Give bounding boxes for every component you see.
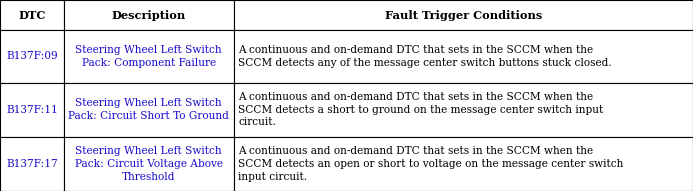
- Bar: [0, 0, 64, 30]
- Bar: [64, 137, 234, 191]
- Bar: [0, 83, 64, 137]
- Text: A continuous and on-demand DTC that sets in the SCCM when the
SCCM detects any o: A continuous and on-demand DTC that sets…: [238, 45, 612, 68]
- Text: Steering Wheel Left Switch
Pack: Component Failure: Steering Wheel Left Switch Pack: Compone…: [76, 45, 222, 68]
- Text: A continuous and on-demand DTC that sets in the SCCM when the
SCCM detects an op: A continuous and on-demand DTC that sets…: [238, 146, 624, 182]
- Bar: [234, 83, 693, 137]
- Bar: [64, 83, 234, 137]
- Text: Fault Trigger Conditions: Fault Trigger Conditions: [385, 10, 542, 21]
- Text: DTC: DTC: [18, 10, 46, 21]
- Bar: [234, 30, 693, 83]
- Bar: [0, 137, 64, 191]
- Bar: [234, 0, 693, 30]
- Text: B137F:17: B137F:17: [6, 159, 58, 169]
- Text: A continuous and on-demand DTC that sets in the SCCM when the
SCCM detects a sho: A continuous and on-demand DTC that sets…: [238, 92, 604, 127]
- Bar: [64, 30, 234, 83]
- Bar: [64, 0, 234, 30]
- Text: Steering Wheel Left Switch
Pack: Circuit Voltage Above
Threshold: Steering Wheel Left Switch Pack: Circuit…: [75, 146, 222, 182]
- Text: B137F:09: B137F:09: [6, 51, 58, 61]
- Bar: [234, 137, 693, 191]
- Text: B137F:11: B137F:11: [6, 105, 58, 115]
- Text: Steering Wheel Left Switch
Pack: Circuit Short To Ground: Steering Wheel Left Switch Pack: Circuit…: [68, 98, 229, 121]
- Bar: [0, 30, 64, 83]
- Text: Description: Description: [112, 10, 186, 21]
